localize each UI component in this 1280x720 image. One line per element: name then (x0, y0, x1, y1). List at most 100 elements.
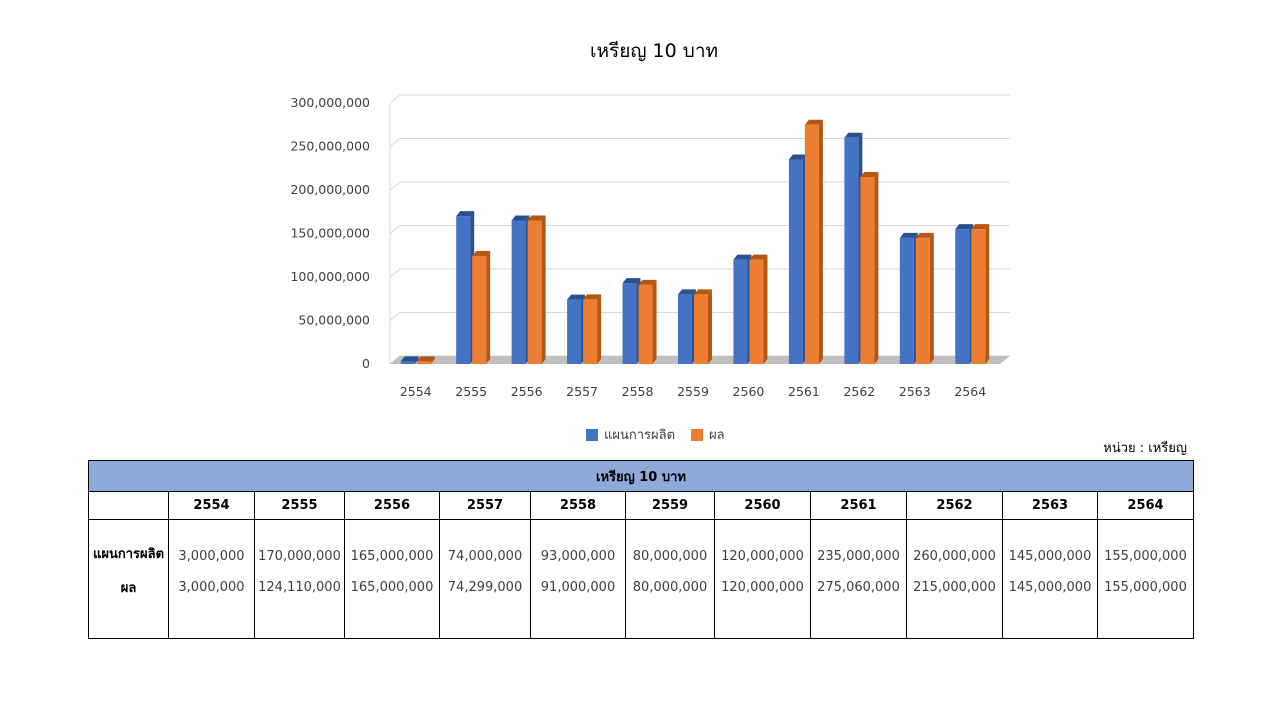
bar-side (874, 171, 879, 364)
table-spacer-cell (439, 605, 531, 639)
bar-side (541, 215, 546, 364)
bar-top (733, 254, 752, 260)
bar-top (749, 254, 768, 260)
x-tick-label: 2561 (788, 384, 820, 399)
table-cell: 74,000,000 (439, 519, 531, 569)
x-tick-label: 2558 (622, 384, 654, 399)
bar-top (622, 278, 641, 284)
bar-top (804, 119, 823, 125)
bar-result (472, 256, 487, 364)
table-cell: 165,000,000 (344, 569, 440, 605)
bar-top (971, 224, 990, 230)
bar-result (694, 294, 708, 364)
bar-side (430, 356, 435, 364)
bar-result (971, 229, 986, 364)
table-spacer-cell (168, 605, 255, 639)
table-cell: 120,000,000 (714, 569, 811, 605)
table-cell: 260,000,000 (906, 519, 1003, 569)
table-spacer-cell (1096, 605, 1195, 639)
bar-plan (899, 237, 914, 364)
table-cell: 124,110,000 (254, 569, 345, 605)
bar-plan (733, 259, 748, 364)
table-spacer-cell (254, 605, 345, 639)
legend-label-plan: แผนการผลิต (604, 428, 676, 443)
y-tick-label: 0 (362, 356, 370, 371)
table-spacer-cell (88, 605, 169, 639)
table-spacer-cell (906, 605, 1003, 639)
bar-plan (955, 229, 970, 364)
table-year-header: 2557 (439, 491, 531, 520)
y-tick-label: 250,000,000 (290, 139, 370, 154)
table-year-header: 2556 (344, 491, 440, 520)
gridline-side (389, 181, 401, 191)
bar-plan (456, 216, 471, 364)
bar-top (678, 289, 696, 295)
table-cell: 155,000,000 (1096, 519, 1195, 569)
bar-plan (567, 299, 582, 364)
table-row-spacer (88, 605, 1195, 639)
table-cell: 275,060,000 (810, 569, 907, 605)
bar-top (456, 211, 475, 217)
bar-plan (511, 220, 526, 364)
x-tick-label: 2556 (511, 384, 543, 399)
gridline-side (389, 138, 401, 147)
table-cell: 93,000,000 (530, 519, 626, 569)
bar-plan (788, 159, 803, 364)
table-row-plan: แผนการผลิต 3,000,000 170,000,000 165,000… (88, 519, 1195, 569)
gridline-side (389, 94, 401, 104)
x-tick-label: 2554 (400, 384, 432, 399)
table-cell: 3,000,000 (168, 569, 255, 605)
bar-top (638, 279, 657, 285)
table-year-header: 2563 (1002, 491, 1098, 520)
bar-result (527, 220, 542, 364)
bar-plan (622, 283, 637, 364)
bar-plan (400, 361, 415, 364)
bar-top (527, 215, 546, 221)
y-tick-label: 300,000,000 (290, 95, 370, 110)
table-year-header: 2559 (625, 491, 715, 520)
table-year-header: 2562 (906, 491, 1003, 520)
bar-result (915, 237, 930, 364)
bar-top (899, 232, 918, 238)
legend-item-result: ผล (691, 424, 725, 445)
bar-result (638, 284, 653, 364)
bar-side (652, 279, 657, 364)
table-cell: 165,000,000 (344, 519, 440, 569)
table-year-header: 2555 (254, 491, 345, 520)
table-title: เหรียญ 10 บาท (87, 460, 1195, 492)
bar-top (472, 251, 491, 257)
legend-swatch-result (691, 428, 704, 441)
table-year-header: 2561 (810, 491, 907, 520)
table-spacer-cell (810, 605, 907, 639)
table-row-label: ผล (88, 569, 169, 605)
bar-result (804, 124, 819, 364)
table-spacer-cell (714, 605, 811, 639)
table-year-header: 2564 (1096, 491, 1195, 520)
table-spacer-cell (1002, 605, 1098, 639)
bar-side (929, 232, 934, 364)
table-cell: 120,000,000 (714, 519, 811, 569)
x-tick-label: 2563 (899, 384, 931, 399)
bar-top (915, 232, 934, 238)
table-row-label: แผนการผลิต (88, 519, 169, 569)
legend-item-plan: แผนการผลิต (586, 424, 675, 445)
x-tick-label: 2562 (843, 384, 875, 399)
bar-result (583, 299, 598, 364)
y-tick-label: 100,000,000 (290, 269, 370, 284)
table-year-header: 2560 (714, 491, 811, 520)
bar-top (955, 224, 974, 230)
x-tick-label: 2559 (677, 384, 709, 399)
bar-result (416, 361, 431, 364)
y-tick-label: 50,000,000 (298, 313, 370, 328)
x-tick-label: 2564 (954, 384, 986, 399)
bar-top (860, 171, 879, 177)
data-table: เหรียญ 10 บาท 2554 2555 2556 2557 2558 2… (87, 460, 1195, 639)
bar-side (708, 289, 712, 364)
gridline-side (389, 268, 401, 278)
table-year-header: 2558 (530, 491, 626, 520)
table-spacer-cell (344, 605, 440, 639)
legend-swatch-plan (586, 428, 598, 441)
bar-side (763, 254, 768, 364)
table-cell: 3,000,000 (168, 519, 255, 569)
bar-top (416, 356, 435, 362)
